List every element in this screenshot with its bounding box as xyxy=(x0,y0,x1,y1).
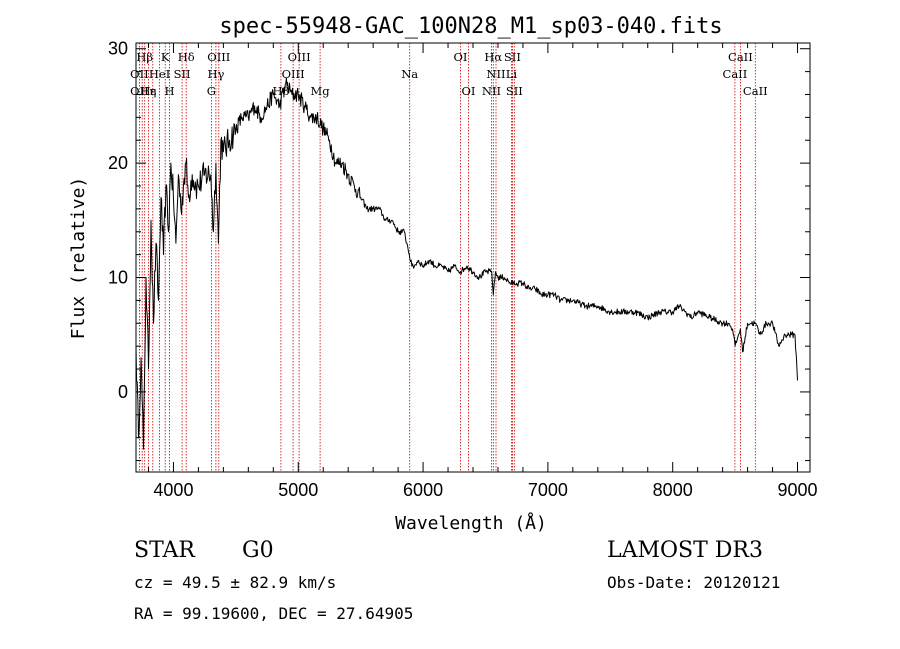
x-tick-label: 6000 xyxy=(403,480,443,500)
line-label-1: OII xyxy=(130,67,149,81)
line-markers xyxy=(138,43,756,472)
line-label-14: OIII xyxy=(282,67,305,81)
line-label-4: Hδ xyxy=(178,50,195,64)
line-label-10: OIII xyxy=(207,50,230,64)
line-label-13: OIII xyxy=(288,50,311,64)
line-label-0: Hβ xyxy=(136,50,153,64)
y-tick-label: 10 xyxy=(108,268,128,288)
line-label-18: OI xyxy=(454,50,468,64)
object-class: STAR xyxy=(134,538,195,563)
line-label-25: SII xyxy=(506,84,523,98)
line-label-9: H xyxy=(164,84,174,98)
line-label-26: CaII xyxy=(728,50,753,64)
x-tick-label: 9000 xyxy=(777,480,817,500)
x-tick-label: 4000 xyxy=(153,480,193,500)
line-label-12: G xyxy=(207,84,216,98)
line-labels: Hβ OII OII K Hδ HeI SII Hεη H OIII Hγ G OIII OIII Hβ Mg… xyxy=(130,50,768,98)
coordinates: RA = 99.19600, DEC = 27.64905 xyxy=(134,604,414,623)
line-label-20: Hα xyxy=(484,50,502,64)
y-tick-label: 0 xyxy=(118,382,128,402)
redshift-velocity: cz = 49.5 ± 82.9 km/s xyxy=(134,573,337,592)
line-label-2: OII xyxy=(130,84,149,98)
spectrum-series xyxy=(135,77,798,450)
line-label-11: Hγ xyxy=(207,67,224,81)
x-tick-label: 7000 xyxy=(528,480,568,500)
y-tick-label: 20 xyxy=(108,153,128,173)
line-label-24: NII xyxy=(482,84,501,98)
observation-date: Obs-Date: 20120121 xyxy=(607,573,781,592)
line-label-22: NII xyxy=(486,67,505,81)
line-label-19: OI xyxy=(462,84,476,98)
plot-frame xyxy=(135,42,811,473)
line-label-6: SII xyxy=(174,67,191,81)
axis-ticks: 4000 5000 6000 7000 8000 9000 0 10 20 30 xyxy=(108,39,818,500)
line-label-23: Li xyxy=(506,67,518,81)
survey-name: LAMOST DR3 xyxy=(607,538,763,563)
y-tick-label: 30 xyxy=(108,39,128,59)
chart-title: spec-55948-GAC_100N28_M1_sp03-040.fits xyxy=(219,14,722,39)
line-label-28: CaII xyxy=(743,84,768,98)
line-label-21: SII xyxy=(504,50,521,64)
line-label-8: η xyxy=(149,84,156,98)
x-tick-label: 5000 xyxy=(278,480,318,500)
x-axis-label: Wavelength (Å) xyxy=(395,512,547,534)
line-label-3: K xyxy=(161,50,170,64)
line-label-17: Na xyxy=(401,67,418,81)
spectrum-line xyxy=(135,77,798,450)
line-label-16: Mg xyxy=(311,84,331,98)
x-tick-label: 8000 xyxy=(653,480,693,500)
line-label-7: Hε xyxy=(141,84,157,98)
line-label-27: CaII xyxy=(723,67,748,81)
line-label-15: Hβ xyxy=(273,84,290,98)
y-axis-label: Flux (relative) xyxy=(68,177,89,340)
object-subclass: G0 xyxy=(242,538,274,563)
line-label-5: HeI xyxy=(149,67,170,81)
